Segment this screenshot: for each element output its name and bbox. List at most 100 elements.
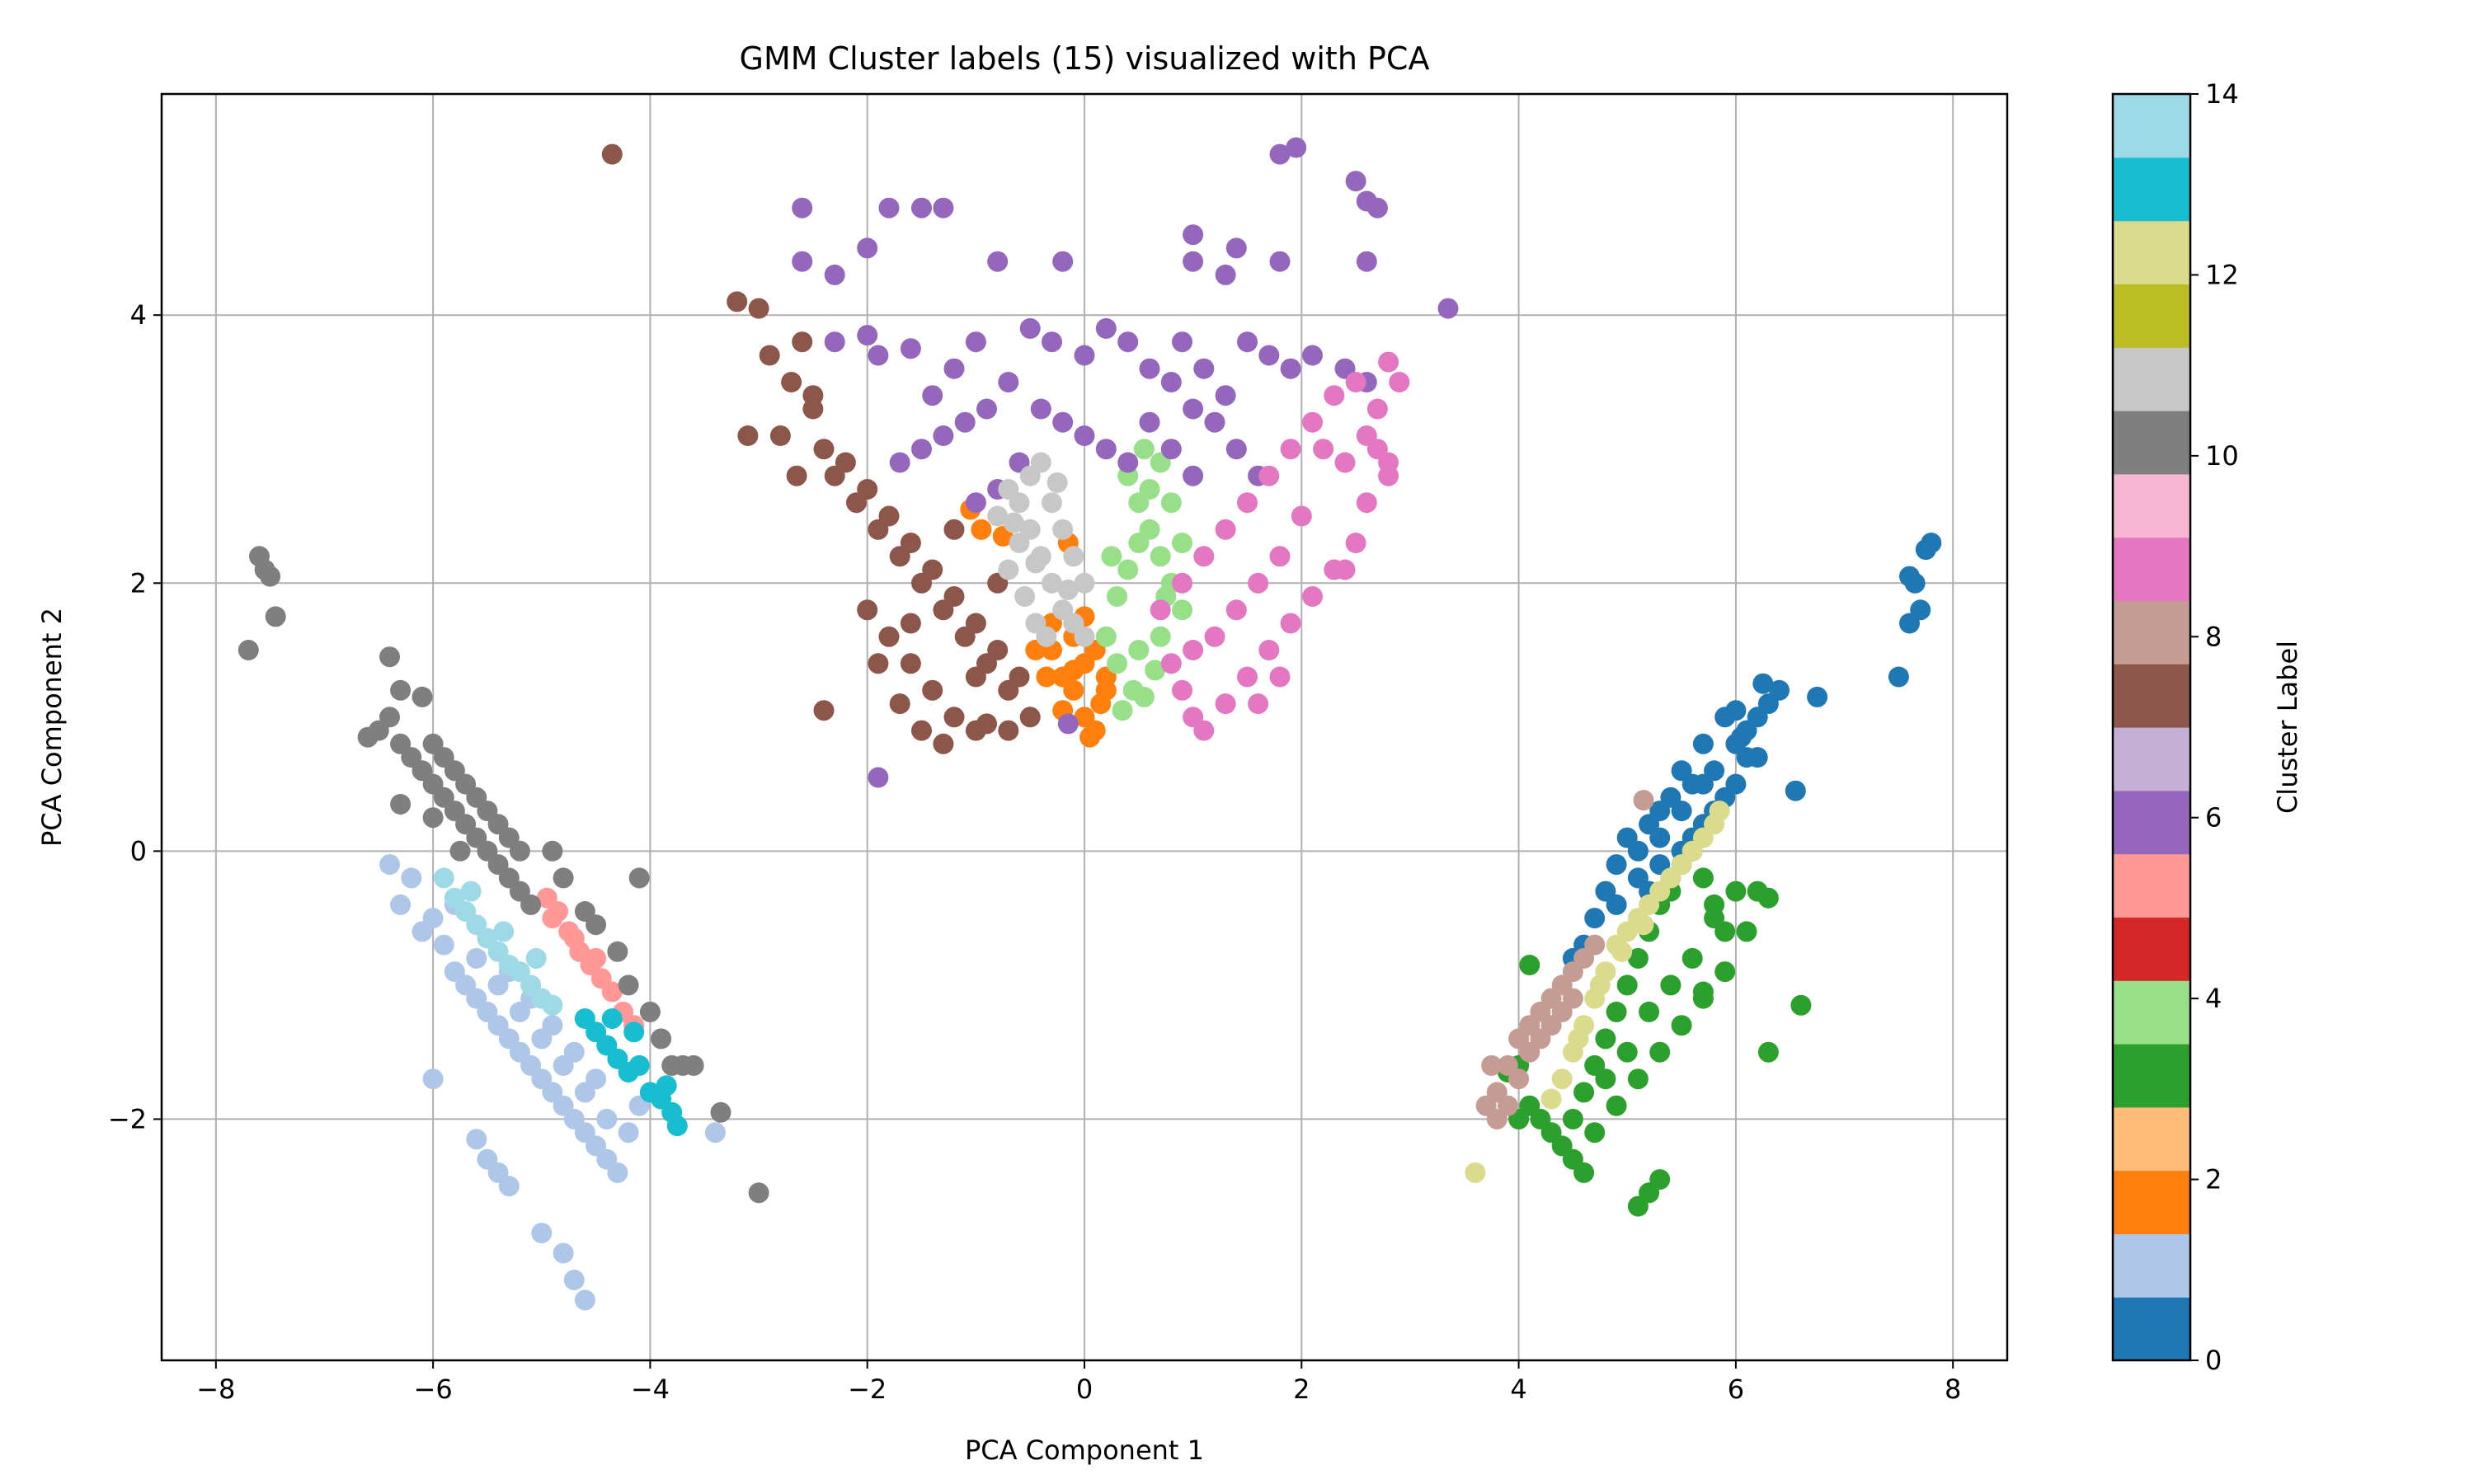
- data-point: [683, 1054, 704, 1076]
- data-point: [422, 908, 444, 929]
- data-point: [1790, 994, 1812, 1016]
- data-point: [466, 947, 487, 969]
- y-tick-label: 2: [130, 567, 147, 599]
- data-point: [1692, 733, 1714, 754]
- data-point: [1709, 801, 1730, 822]
- data-point: [976, 713, 997, 735]
- data-point: [1378, 465, 1399, 486]
- data-point: [922, 385, 943, 406]
- data-point: [628, 1054, 650, 1076]
- data-point: [1616, 1041, 1638, 1063]
- data-point: [1752, 673, 1774, 694]
- data-point: [1584, 1122, 1606, 1144]
- data-point: [1225, 237, 1247, 259]
- data-point: [1910, 599, 1931, 621]
- data-points: [238, 137, 1942, 1311]
- data-point: [1497, 1095, 1518, 1116]
- data-point: [1047, 472, 1068, 493]
- data-point: [857, 237, 878, 259]
- data-point: [1595, 1068, 1616, 1090]
- colorbar-tick-label: 14: [2205, 78, 2239, 110]
- data-point: [1313, 439, 1334, 460]
- data-point: [1193, 358, 1215, 379]
- data-point: [998, 372, 1019, 392]
- data-point: [422, 1068, 444, 1090]
- data-point: [601, 981, 623, 1003]
- data-point: [1736, 921, 1757, 942]
- data-point: [1237, 331, 1258, 353]
- data-point: [792, 251, 813, 272]
- data-point: [1150, 626, 1171, 647]
- colorbar-segment: [2113, 94, 2190, 158]
- data-point: [390, 679, 412, 701]
- colorbar-segment: [2113, 473, 2190, 538]
- colorbar-segment: [2113, 1170, 2190, 1234]
- colorbar-segment: [2113, 1106, 2190, 1172]
- data-point: [553, 867, 574, 889]
- data-point: [574, 1289, 595, 1311]
- x-tick-label: −2: [848, 1374, 887, 1405]
- x-axis-label: PCA Component 1: [965, 1435, 1204, 1466]
- data-point: [433, 934, 454, 956]
- data-point: [1681, 947, 1703, 969]
- data-point: [1769, 679, 1790, 701]
- data-point: [1172, 679, 1192, 701]
- data-point: [878, 626, 900, 647]
- data-point: [857, 599, 878, 621]
- chart-title: GMM Cluster labels (15) visualized with …: [740, 40, 1430, 77]
- data-point: [1660, 974, 1681, 996]
- data-point: [987, 505, 1009, 527]
- data-point: [1101, 546, 1122, 567]
- data-point: [1725, 700, 1747, 721]
- colorbar-segment: [2113, 664, 2190, 728]
- data-point: [422, 807, 444, 829]
- data-point: [1606, 1095, 1627, 1116]
- data-point: [525, 947, 547, 969]
- data-point: [1079, 726, 1101, 748]
- data-point: [824, 331, 845, 353]
- data-point: [1042, 492, 1062, 514]
- data-point: [1258, 345, 1280, 366]
- data-point: [1036, 626, 1057, 647]
- data-point: [1551, 1068, 1573, 1090]
- data-point: [1921, 533, 1942, 553]
- data-point: [1807, 686, 1828, 707]
- data-point: [1324, 385, 1345, 406]
- data-point: [1128, 533, 1150, 553]
- colorbar-segment: [2113, 1044, 2190, 1108]
- data-point: [1019, 707, 1041, 728]
- data-point: [857, 479, 878, 500]
- data-point: [1095, 439, 1117, 460]
- data-point: [1757, 1041, 1779, 1063]
- data-point: [460, 881, 482, 902]
- data-point: [412, 686, 433, 707]
- colorbar-segment: [2113, 853, 2190, 918]
- data-point: [813, 700, 835, 721]
- data-point: [1649, 801, 1671, 822]
- colorbar-tick-label: 12: [2205, 259, 2239, 290]
- data-point: [433, 867, 454, 889]
- colorbar-segment: [2113, 537, 2190, 601]
- colorbar-segment: [2113, 917, 2190, 981]
- data-point: [1172, 331, 1192, 353]
- data-point: [1704, 908, 1725, 929]
- colorbar-segment: [2113, 1297, 2190, 1361]
- data-point: [1356, 190, 1377, 212]
- data-point: [1014, 586, 1036, 607]
- data-point: [1215, 693, 1236, 715]
- data-point: [1540, 1088, 1562, 1110]
- data-point: [1215, 264, 1236, 285]
- data-point: [1747, 747, 1768, 768]
- data-point: [933, 197, 954, 218]
- data-point: [998, 559, 1019, 580]
- data-point: [1193, 720, 1215, 741]
- data-point: [651, 1028, 672, 1050]
- data-point: [401, 867, 422, 889]
- data-point: [868, 653, 889, 674]
- data-point: [1183, 465, 1204, 486]
- data-point: [1074, 626, 1095, 647]
- data-point: [509, 840, 530, 862]
- data-point: [1345, 171, 1366, 192]
- data-point: [1269, 666, 1291, 688]
- data-point: [1009, 492, 1030, 514]
